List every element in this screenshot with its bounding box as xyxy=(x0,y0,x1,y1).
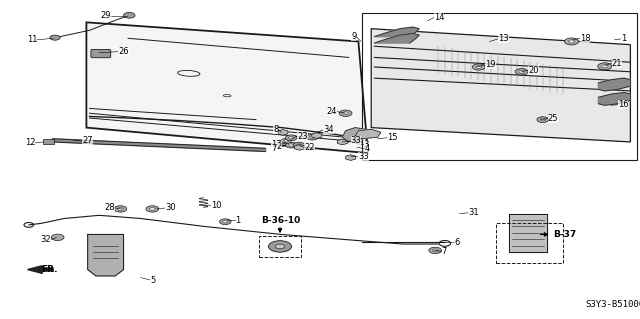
Text: 12: 12 xyxy=(25,138,35,147)
Text: 29: 29 xyxy=(101,11,111,20)
Circle shape xyxy=(339,110,352,116)
Bar xyxy=(259,236,301,257)
Text: 10: 10 xyxy=(211,201,221,210)
Circle shape xyxy=(51,234,64,241)
Polygon shape xyxy=(28,266,53,273)
Text: FR.: FR. xyxy=(42,265,58,274)
Circle shape xyxy=(50,35,60,40)
Polygon shape xyxy=(509,214,547,252)
Circle shape xyxy=(223,220,228,223)
Circle shape xyxy=(433,249,438,252)
Circle shape xyxy=(307,134,318,140)
Text: 3: 3 xyxy=(364,140,369,149)
Polygon shape xyxy=(52,139,266,152)
Text: 11: 11 xyxy=(27,35,37,44)
Circle shape xyxy=(429,247,442,254)
Circle shape xyxy=(114,206,127,212)
Text: 21: 21 xyxy=(612,59,622,68)
Circle shape xyxy=(269,241,292,252)
Polygon shape xyxy=(278,130,288,135)
Polygon shape xyxy=(598,93,630,105)
Polygon shape xyxy=(374,33,419,43)
Circle shape xyxy=(296,144,301,146)
Polygon shape xyxy=(86,22,368,153)
Text: 34: 34 xyxy=(323,125,334,134)
Text: 14: 14 xyxy=(434,13,444,22)
Circle shape xyxy=(564,38,579,45)
Text: 18: 18 xyxy=(580,34,591,43)
Circle shape xyxy=(281,138,291,144)
Text: 13: 13 xyxy=(498,34,509,43)
Circle shape xyxy=(150,208,155,211)
Circle shape xyxy=(146,206,159,212)
Polygon shape xyxy=(598,78,630,91)
Text: 5: 5 xyxy=(150,276,156,285)
Text: 2: 2 xyxy=(276,142,282,151)
Circle shape xyxy=(220,219,231,225)
Polygon shape xyxy=(374,27,419,37)
Text: B-36-10: B-36-10 xyxy=(261,216,300,225)
Text: 20: 20 xyxy=(528,66,538,75)
Polygon shape xyxy=(355,129,381,139)
Circle shape xyxy=(598,63,612,70)
Text: 9: 9 xyxy=(351,32,356,41)
Circle shape xyxy=(343,112,349,115)
Text: 24: 24 xyxy=(327,107,337,116)
Polygon shape xyxy=(371,29,630,142)
Text: 30: 30 xyxy=(165,204,176,212)
Text: B-37: B-37 xyxy=(554,230,577,239)
Circle shape xyxy=(537,117,548,122)
Text: 1: 1 xyxy=(236,216,241,225)
Text: 23: 23 xyxy=(297,132,308,141)
Text: 26: 26 xyxy=(118,47,129,56)
Polygon shape xyxy=(312,133,322,138)
Circle shape xyxy=(476,66,482,68)
Text: 7: 7 xyxy=(442,247,447,256)
FancyBboxPatch shape xyxy=(91,49,111,58)
Circle shape xyxy=(289,144,294,146)
Circle shape xyxy=(285,142,297,148)
Text: 33: 33 xyxy=(358,152,369,161)
Polygon shape xyxy=(88,234,124,276)
Text: 27: 27 xyxy=(82,137,93,145)
Text: 33: 33 xyxy=(351,137,362,145)
Circle shape xyxy=(124,12,135,18)
Circle shape xyxy=(310,136,315,138)
Polygon shape xyxy=(342,128,368,142)
Text: 32: 32 xyxy=(40,235,51,244)
Circle shape xyxy=(540,118,545,121)
Polygon shape xyxy=(337,139,348,145)
Text: 15: 15 xyxy=(387,133,397,142)
Text: 17: 17 xyxy=(271,140,282,149)
Circle shape xyxy=(118,208,123,211)
Text: 1: 1 xyxy=(621,34,626,43)
Text: 6: 6 xyxy=(454,238,460,247)
Text: 7: 7 xyxy=(271,144,276,153)
Circle shape xyxy=(568,40,575,43)
Text: 28: 28 xyxy=(104,204,115,212)
Text: S3Y3-B5100C: S3Y3-B5100C xyxy=(586,300,640,309)
Text: 22: 22 xyxy=(304,143,314,152)
Polygon shape xyxy=(346,155,356,160)
Text: 8: 8 xyxy=(273,125,278,134)
Circle shape xyxy=(293,142,305,148)
Circle shape xyxy=(275,244,285,249)
Circle shape xyxy=(285,135,297,141)
Circle shape xyxy=(284,140,289,142)
Circle shape xyxy=(515,69,528,75)
Circle shape xyxy=(518,70,524,73)
Bar xyxy=(496,223,563,263)
Polygon shape xyxy=(294,145,305,150)
Circle shape xyxy=(472,64,485,70)
FancyBboxPatch shape xyxy=(43,139,54,144)
Text: 16: 16 xyxy=(618,100,628,109)
Text: 19: 19 xyxy=(485,60,495,69)
Circle shape xyxy=(602,65,608,68)
Circle shape xyxy=(289,137,294,139)
Text: 4: 4 xyxy=(365,144,370,153)
Text: 25: 25 xyxy=(548,114,558,123)
Text: 31: 31 xyxy=(468,208,479,217)
